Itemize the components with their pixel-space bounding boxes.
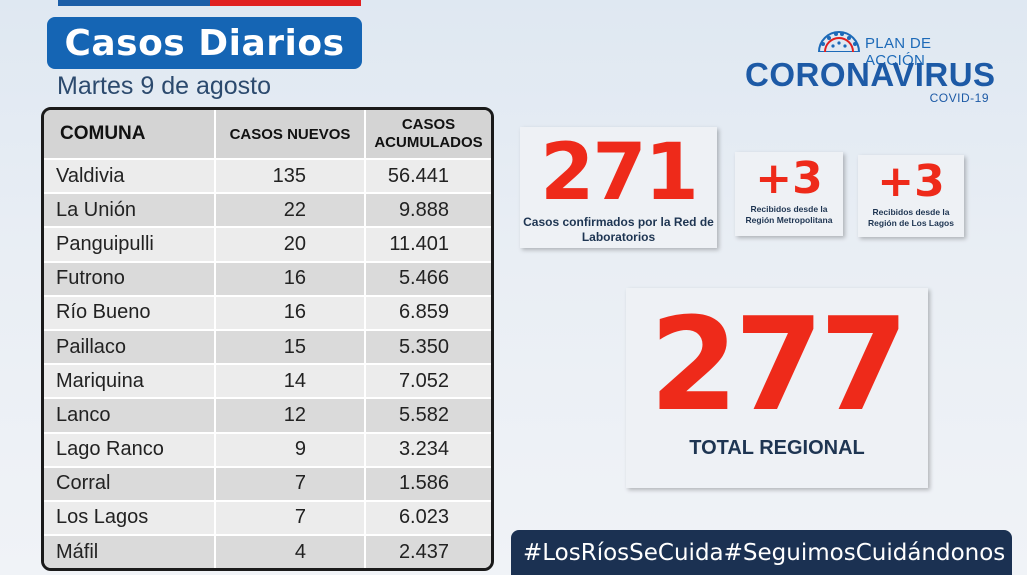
total-regional-card: 277 TOTAL REGIONAL: [626, 288, 928, 488]
los-lagos-cases-value: +3: [877, 156, 945, 207]
report-date: Martes 9 de agosto: [57, 72, 272, 100]
cell-comuna: La Unión: [44, 193, 216, 229]
confirmed-cases-caption: Casos confirmados por la Red de Laborato…: [523, 215, 714, 244]
cell-nuevos: 22: [215, 193, 366, 229]
flag-bar-blue: [58, 0, 210, 6]
cell-nuevos: 12: [215, 398, 366, 434]
los-lagos-cases-card: +3 Recibidos desde la Región de Los Lago…: [858, 155, 964, 237]
cell-acumulados: 6.859: [365, 295, 491, 331]
cell-acumulados: 7.052: [365, 364, 491, 400]
column-header-nuevos: CASOS NUEVOS: [215, 110, 366, 160]
table-body: Valdivia 135 56.441 La Unión 22 9.888 Pangui…: [44, 159, 491, 568]
cell-nuevos: 7: [215, 466, 366, 502]
metropolitana-cases-caption: Recibidos desde la Región Metropolitana: [745, 204, 833, 225]
column-header-acumulados: CASOS ACUMULADOS: [365, 110, 491, 160]
table-row: Mariquina 14 7.052: [44, 364, 491, 400]
cell-acumulados: 1.586: [365, 466, 491, 502]
table-row: Los Lagos 7 6.023: [44, 500, 491, 537]
total-regional-value: 277: [649, 291, 908, 440]
cell-nuevos: 135: [215, 159, 366, 195]
table-row: Río Bueno 16 6.859: [44, 295, 491, 331]
table-header-row: COMUNA CASOS NUEVOS CASOS ACUMULADOS: [44, 110, 491, 160]
cell-comuna: Los Lagos: [44, 500, 216, 537]
table-row: Futrono 16 5.466: [44, 261, 491, 297]
cell-comuna: Mariquina: [44, 364, 216, 400]
table-row: Máfil 4 2.437: [44, 535, 491, 568]
cell-comuna: Lanco: [44, 398, 216, 434]
cell-nuevos: 9: [215, 432, 366, 468]
table-row: Lago Ranco 9 3.234: [44, 432, 491, 468]
cell-comuna: Máfil: [44, 535, 216, 568]
cell-nuevos: 7: [215, 500, 366, 537]
cell-nuevos: 14: [215, 364, 366, 400]
cell-acumulados: 3.234: [365, 432, 491, 468]
page-title: Casos Diarios: [47, 17, 362, 69]
sun-emblem-icon: [817, 31, 861, 52]
cell-acumulados: 56.441: [365, 159, 491, 195]
cell-nuevos: 16: [215, 261, 366, 297]
cell-nuevos: 4: [215, 535, 366, 568]
logo-covid-text: COVID-19: [929, 91, 989, 105]
cell-acumulados: 11.401: [365, 227, 491, 263]
table-row: Valdivia 135 56.441: [44, 159, 491, 195]
table-row: Panguipulli 20 11.401: [44, 227, 491, 263]
cell-acumulados: 5.582: [365, 398, 491, 434]
cases-table-grid: COMUNA CASOS NUEVOS CASOS ACUMULADOS Val…: [44, 110, 491, 568]
cell-comuna: Paillaco: [44, 329, 216, 366]
cell-acumulados: 5.350: [365, 329, 491, 366]
table-header: COMUNA CASOS NUEVOS CASOS ACUMULADOS: [44, 110, 491, 160]
logo-coronavirus-text: CORONAVIRUS: [745, 56, 996, 93]
cell-comuna: Valdivia: [44, 159, 216, 195]
metropolitana-cases-value: +3: [755, 153, 823, 204]
table-row: Lanco 12 5.582: [44, 398, 491, 434]
metropolitana-cases-card: +3 Recibidos desde la Región Metropolita…: [735, 152, 843, 236]
confirmed-cases-card: 271 Casos confirmados por la Red de Labo…: [520, 127, 717, 248]
flag-bar-red: [209, 0, 361, 6]
cell-acumulados: 5.466: [365, 261, 491, 297]
table-row: Corral 7 1.586: [44, 466, 491, 502]
logo-plan-text: PLAN DE ACCIÓN: [865, 35, 932, 69]
hashtag-banner: #LosRíosSeCuida #SeguimosCuidándonos: [511, 530, 1012, 575]
cell-nuevos: 16: [215, 295, 366, 331]
los-lagos-cases-caption: Recibidos desde la Región de Los Lagos: [868, 207, 954, 228]
cell-comuna: Futrono: [44, 261, 216, 297]
table-row: Paillaco 15 5.350: [44, 329, 491, 366]
cell-acumulados: 6.023: [365, 500, 491, 537]
hashtag-seguimos: #SeguimosCuidándonos: [723, 539, 1006, 566]
cases-table: COMUNA CASOS NUEVOS CASOS ACUMULADOS Val…: [41, 107, 494, 571]
cell-acumulados: 9.888: [365, 193, 491, 229]
total-regional-caption: TOTAL REGIONAL: [689, 437, 865, 459]
cell-nuevos: 15: [215, 329, 366, 366]
plan-coronavirus-logo: PLAN DE ACCIÓN CORONAVIRUS COVID-19: [745, 26, 996, 106]
cell-acumulados: 2.437: [365, 535, 491, 568]
cell-comuna: Río Bueno: [44, 295, 216, 331]
cell-comuna: Lago Ranco: [44, 432, 216, 468]
top-flag-bar: [58, 0, 361, 6]
table-row: La Unión 22 9.888: [44, 193, 491, 229]
hashtag-los-rios: #LosRíosSeCuida: [523, 539, 724, 566]
cell-nuevos: 20: [215, 227, 366, 263]
confirmed-cases-value: 271: [540, 128, 699, 218]
cell-comuna: Panguipulli: [44, 227, 216, 263]
cell-comuna: Corral: [44, 466, 216, 502]
column-header-comuna: COMUNA: [44, 110, 216, 160]
